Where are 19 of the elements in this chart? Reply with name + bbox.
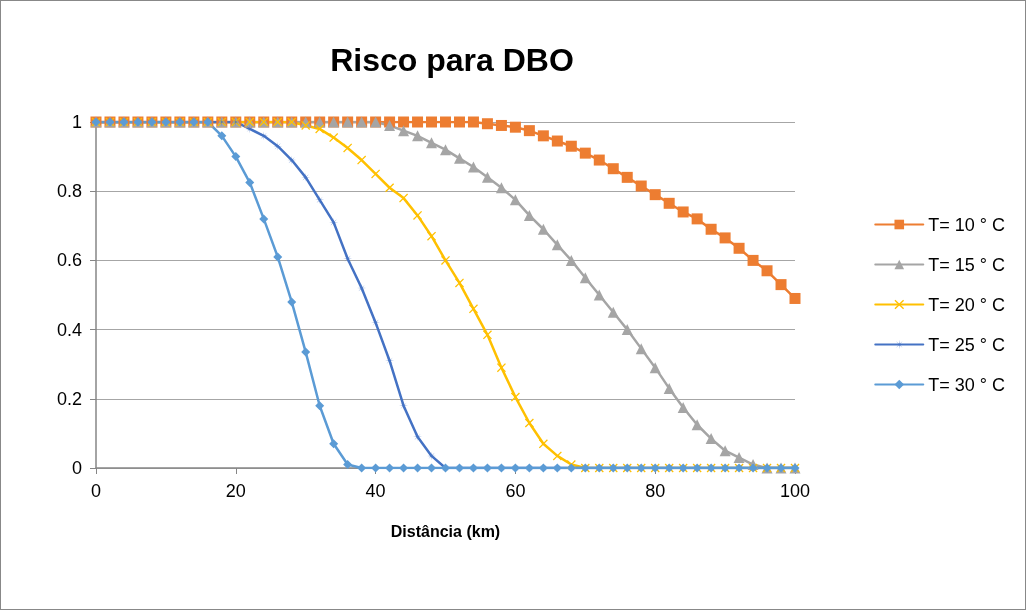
x-tick-label: 60 xyxy=(505,481,526,501)
x-tick-label: 20 xyxy=(225,481,246,501)
legend-label: T= 25 ° C xyxy=(928,334,1006,355)
chart-title: Risco para DBO xyxy=(330,42,574,78)
x-tick-label: 0 xyxy=(90,481,102,501)
y-tick-label: 0.4 xyxy=(56,319,82,340)
x-axis-title: Distância (km) xyxy=(390,522,501,540)
legend-label: T= 30 ° C xyxy=(928,374,1006,395)
y-tick-label: 0.8 xyxy=(56,181,82,202)
y-tick-label: 0.2 xyxy=(56,388,82,409)
legend-label: T= 15 ° C xyxy=(928,254,1006,275)
x-tick-label: 80 xyxy=(645,481,666,501)
legend-label: T= 20 ° C xyxy=(928,294,1006,315)
y-tick-label: 1 xyxy=(71,112,82,132)
x-tick-label: 40 xyxy=(365,481,386,501)
legend-label: T= 10 ° C xyxy=(928,214,1006,235)
x-tick-label: 100 xyxy=(779,481,811,501)
y-tick-label: 0 xyxy=(71,458,82,478)
y-tick-label: 0.6 xyxy=(56,250,82,271)
